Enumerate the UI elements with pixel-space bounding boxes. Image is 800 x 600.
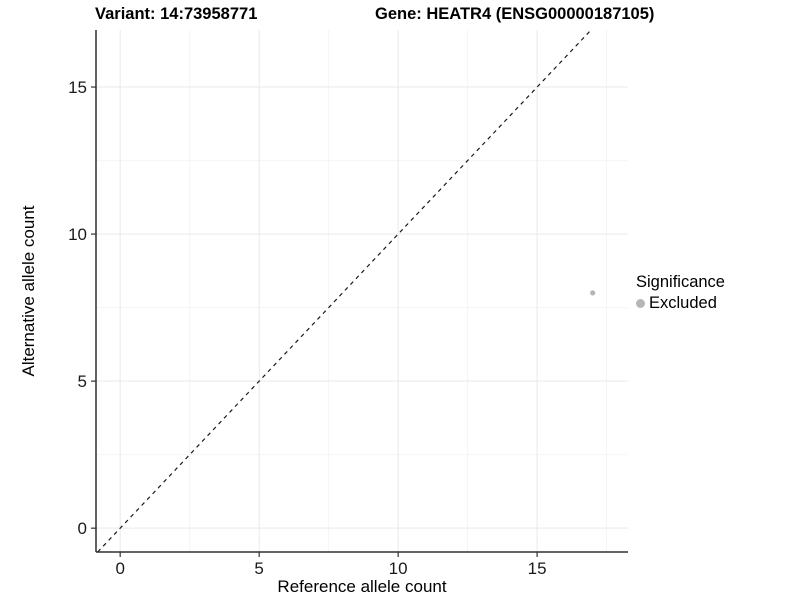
y-tick-label: 5 (78, 372, 87, 391)
data-point (590, 290, 596, 296)
plot-title-gene: Gene: HEATR4 (ENSG00000187105) (375, 5, 655, 23)
y-tick-label: 10 (68, 225, 87, 244)
legend-title: Significance (636, 273, 725, 291)
legend-item-excluded: Excluded (636, 294, 725, 313)
identity-reference-line (97, 29, 592, 553)
x-tick-label: 0 (115, 559, 124, 578)
plot-title-variant: Variant: 14:73958771 (95, 5, 258, 23)
y-tick-label: 15 (68, 78, 87, 97)
x-tick-label: 10 (389, 559, 408, 578)
legend-item-label: Excluded (649, 294, 717, 313)
x-tick-label: 5 (254, 559, 263, 578)
y-axis-title: Alternative allele count (19, 205, 38, 377)
excluded-point-icon (636, 299, 645, 309)
legend: Significance Excluded (636, 273, 725, 313)
y-tick-label: 0 (78, 519, 87, 538)
x-tick-label: 15 (528, 559, 547, 578)
x-axis-title: Reference allele count (277, 577, 447, 596)
